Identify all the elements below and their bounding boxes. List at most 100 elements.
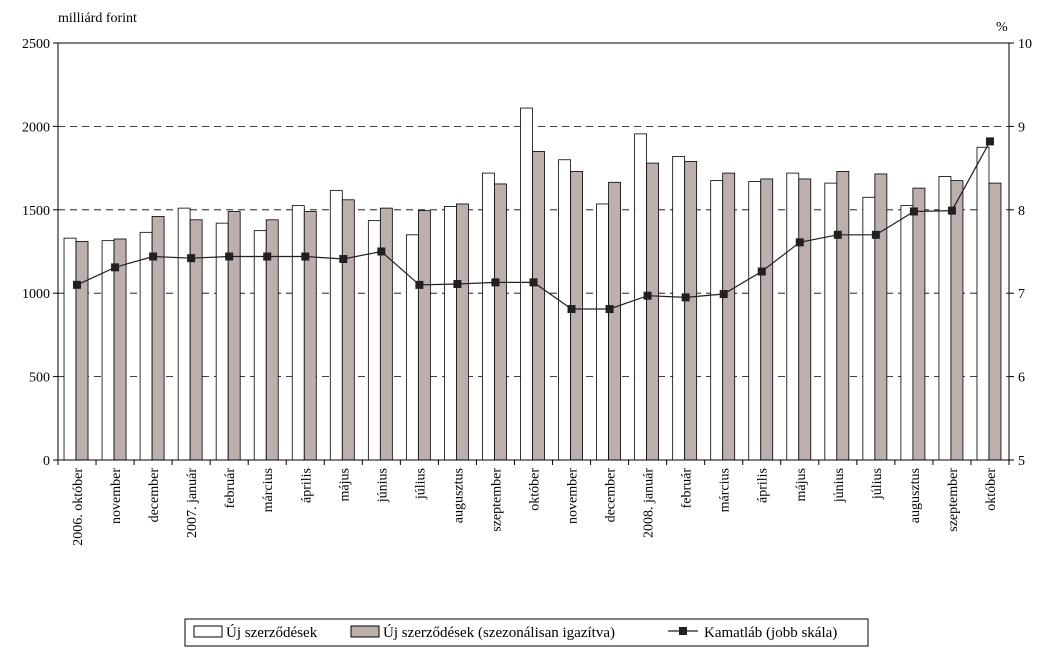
interest-rate-marker <box>73 280 82 289</box>
bar-seasonally-adjusted <box>227 211 241 461</box>
interest-rate-line <box>73 137 994 314</box>
x-axis-tick-label: július <box>870 468 885 500</box>
bar-seasonally-adjusted <box>75 241 89 461</box>
interest-rate-marker <box>833 230 842 239</box>
legend: Új szerződések Új szerződések (szezonáli… <box>184 618 869 647</box>
bar-new-contracts <box>900 205 914 461</box>
interest-rate-marker <box>947 206 956 215</box>
x-axis-tick-label: március <box>718 468 733 512</box>
bar-seasonally-adjusted <box>532 151 545 461</box>
interest-rate-marker <box>605 305 614 314</box>
bar-seasonally-adjusted <box>456 203 469 461</box>
interest-rate-marker <box>985 137 994 146</box>
interest-rate-marker <box>339 255 348 264</box>
bar-new-contracts <box>367 220 381 461</box>
bar-new-contracts <box>672 156 686 461</box>
bar-seasonally-adjusted <box>988 182 1002 461</box>
bar-new-contracts <box>63 237 77 461</box>
interest-rate-marker <box>301 252 310 261</box>
x-axis-tick-label: november <box>566 468 581 524</box>
legend-label-seasonally-adjusted: Új szerződések (szezonálisan igazítva) <box>383 624 615 641</box>
bar-new-contracts <box>938 176 952 461</box>
legend-label-interest-rate: Kamatláb (jobb skála) <box>704 625 837 641</box>
legend-frame <box>184 618 869 647</box>
x-axis-tick-label: február <box>223 468 238 509</box>
interest-rate-marker <box>149 252 158 261</box>
left-axis-tick-label: 0 <box>43 454 50 469</box>
x-axis-tick-label: december <box>604 468 619 523</box>
interest-rate-marker <box>111 263 120 272</box>
interest-rate-marker <box>377 247 386 256</box>
x-axis-tick-label: augusztus <box>908 468 923 523</box>
bar-new-contracts <box>596 203 609 461</box>
left-axis-tick-label: 2500 <box>22 37 50 52</box>
bar-new-contracts <box>139 231 153 461</box>
x-axis-tick-label: szeptember <box>489 468 504 532</box>
legend-swatch-seasonally-adjusted <box>350 625 380 638</box>
left-axis-unit-label: milliárd forint <box>58 11 137 26</box>
interest-rate-marker <box>529 278 538 287</box>
interest-rate-marker <box>567 305 576 314</box>
bar-seasonally-adjusted <box>874 173 888 461</box>
bar-new-contracts <box>444 206 457 461</box>
legend-swatch-new-contracts <box>193 625 223 638</box>
plot-frame <box>57 42 1010 461</box>
bar-seasonally-adjusted <box>912 187 926 461</box>
x-axis-tick-label: május <box>337 468 352 501</box>
x-axis-tick-label: április <box>756 468 771 503</box>
bar-new-contracts <box>824 182 838 461</box>
interest-rate-marker <box>415 280 424 289</box>
bar-new-contracts <box>291 205 305 461</box>
bar-new-contracts <box>748 181 762 461</box>
bar-seasonally-adjusted <box>684 161 698 461</box>
bar-seasonally-adjusted <box>379 207 393 461</box>
bar-seasonally-adjusted <box>494 183 507 461</box>
bar-seasonally-adjusted <box>113 238 127 461</box>
bars <box>63 107 1002 461</box>
legend-swatch-rate-marker <box>679 627 687 635</box>
left-axis-tick-label: 2000 <box>22 120 50 135</box>
interest-rate-marker <box>681 293 690 302</box>
x-axis-tick-label: március <box>261 468 276 512</box>
bar-seasonally-adjusted <box>760 178 774 461</box>
bar-new-contracts <box>177 207 191 461</box>
bar-new-contracts <box>482 172 495 461</box>
x-axis-tick-label: április <box>299 468 314 503</box>
x-axis-tick-label: július <box>413 468 428 500</box>
bar-new-contracts <box>405 234 419 461</box>
x-axis-tick-label: 2007. január <box>185 468 200 538</box>
bar-seasonally-adjusted <box>950 180 964 461</box>
bar-new-contracts <box>976 146 990 461</box>
right-axis-tick-label: 10 <box>1018 37 1032 52</box>
interest-rate-marker <box>643 291 652 300</box>
bar-new-contracts <box>101 240 115 461</box>
right-axis-tick-label: 8 <box>1018 204 1025 219</box>
bar-new-contracts <box>253 230 267 461</box>
right-axis-unit-label: % <box>996 20 1008 35</box>
interest-rate-marker <box>187 254 196 263</box>
left-axis-tick-label: 1500 <box>22 204 50 219</box>
interest-rate-marker <box>757 267 766 276</box>
interest-rate-marker <box>871 230 880 239</box>
x-axis-tick-label: február <box>680 468 695 509</box>
axes <box>53 42 1014 465</box>
bar-seasonally-adjusted <box>836 171 850 461</box>
legend-label-new-contracts: Új szerződések <box>226 624 318 641</box>
x-axis-tick-label: 2006. október <box>71 468 86 546</box>
x-axis-tick-label: november <box>109 468 124 524</box>
tick-labels: 0 500 1000 1500 2000 2500 5 6 7 8 9 10 2006. október… <box>22 37 1032 546</box>
x-axis-tick-label: május <box>794 468 809 501</box>
interest-rate-marker <box>453 280 462 289</box>
interest-rate-marker <box>719 290 728 299</box>
bar-seasonally-adjusted <box>608 181 621 461</box>
left-axis-tick-label: 1000 <box>22 287 50 302</box>
right-axis-tick-label: 5 <box>1018 454 1025 469</box>
bar-seasonally-adjusted <box>646 162 660 461</box>
x-axis-tick-label: június <box>832 468 847 503</box>
interest-rate-marker <box>225 252 234 261</box>
bar-new-contracts <box>786 172 800 461</box>
interest-rate-marker <box>795 238 804 247</box>
bar-seasonally-adjusted <box>798 178 812 461</box>
bar-new-contracts <box>710 180 724 461</box>
